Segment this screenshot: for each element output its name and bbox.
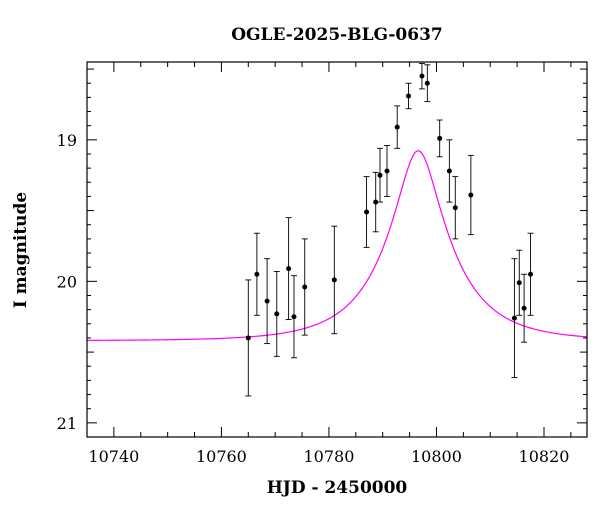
- data-point-marker: [286, 266, 292, 272]
- data-point-marker: [331, 277, 337, 283]
- data-point-marker: [274, 311, 280, 317]
- data-point-marker: [452, 205, 458, 211]
- data-point-marker: [394, 124, 400, 130]
- data-point: [521, 273, 528, 343]
- data-point: [301, 238, 308, 336]
- data-point: [285, 217, 292, 320]
- data-point: [245, 279, 252, 397]
- data-point-marker: [291, 314, 297, 320]
- data-point-marker: [245, 335, 251, 341]
- data-point-marker: [468, 192, 474, 198]
- data-point: [527, 232, 534, 316]
- data-points-layer: [245, 62, 534, 397]
- model-curve-line: [87, 150, 588, 341]
- data-point: [273, 270, 280, 357]
- data-point: [331, 225, 338, 335]
- y-tick-label: 19: [57, 131, 77, 150]
- y-axis-label: I magnitude: [11, 192, 31, 309]
- x-axis-label: HJD - 2450000: [267, 478, 408, 498]
- data-point: [511, 258, 518, 379]
- data-point-marker: [377, 172, 383, 178]
- data-point-marker: [521, 305, 527, 311]
- data-point: [372, 171, 379, 233]
- data-point-marker: [419, 73, 425, 79]
- axis-ticks-layer: [86, 62, 587, 438]
- data-point: [424, 64, 431, 103]
- data-point: [290, 275, 297, 359]
- data-point-marker: [364, 209, 370, 215]
- data-point-marker: [516, 280, 522, 286]
- chart-title: OGLE-2025-BLG-0637: [231, 25, 443, 45]
- data-point: [467, 154, 474, 236]
- data-point-marker: [424, 80, 430, 86]
- data-point-marker: [511, 315, 517, 321]
- x-tick-label: 10820: [519, 447, 570, 466]
- x-tick-label: 10800: [411, 447, 462, 466]
- data-point: [377, 147, 384, 203]
- data-point: [436, 119, 443, 158]
- x-tick-label: 10760: [196, 447, 247, 466]
- data-point-marker: [302, 284, 308, 290]
- data-point: [452, 176, 459, 240]
- plot-frame: [86, 61, 588, 438]
- data-point: [363, 176, 370, 248]
- data-point: [264, 258, 271, 345]
- data-point: [394, 105, 401, 149]
- y-tick-label: 21: [57, 414, 77, 433]
- data-point-marker: [437, 135, 443, 141]
- data-point-marker: [406, 93, 412, 99]
- data-point-marker: [528, 271, 534, 277]
- tick-labels-layer: 10740 10760 10780 10800 10820 19 20 21: [57, 131, 570, 466]
- data-point: [405, 82, 412, 110]
- data-point: [384, 145, 390, 197]
- data-point-marker: [384, 168, 390, 174]
- data-point: [516, 249, 523, 316]
- data-point-marker: [373, 199, 379, 205]
- data-point: [253, 232, 260, 316]
- data-point-marker: [254, 271, 260, 277]
- model-curve-layer: [87, 150, 588, 341]
- data-point: [418, 62, 425, 90]
- data-point: [446, 139, 453, 203]
- data-point-marker: [264, 298, 270, 304]
- x-tick-label: 10740: [88, 447, 139, 466]
- y-tick-label: 20: [57, 272, 77, 291]
- x-tick-label: 10780: [303, 447, 354, 466]
- data-point-marker: [446, 168, 452, 174]
